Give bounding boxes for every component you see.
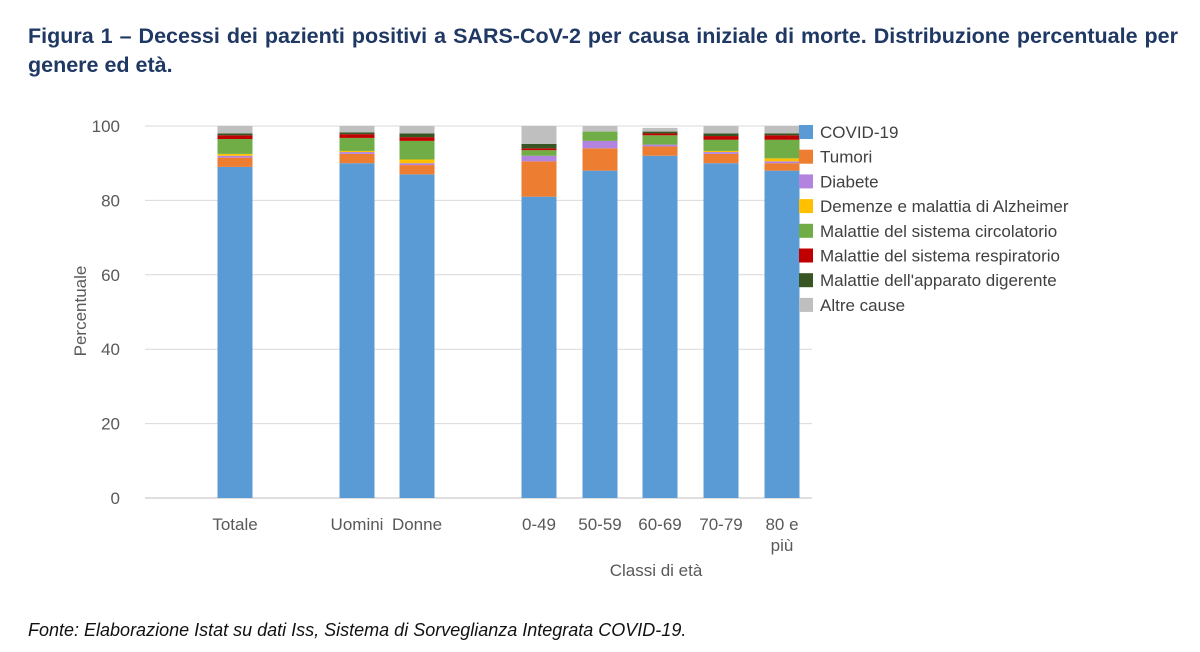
y-tick-label: 20 <box>101 415 120 434</box>
y-axis-label: Percentuale <box>71 266 90 357</box>
bar-segment <box>217 153 253 156</box>
legend-swatch <box>799 174 813 189</box>
legend-swatch <box>799 149 813 164</box>
legend-swatch <box>799 297 813 312</box>
bar-segment <box>339 132 375 135</box>
bar-segment <box>642 155 678 498</box>
bar-segment <box>703 150 739 153</box>
bar-segment <box>764 139 800 159</box>
legend-label: Altre cause <box>820 296 905 315</box>
bar-segment <box>339 152 375 154</box>
bar-segment <box>399 163 435 166</box>
legend-label: Malattie del sistema respiratorio <box>820 247 1060 266</box>
x-tick-label: Totale <box>212 515 257 534</box>
bar-segment <box>339 150 375 153</box>
bar-segment <box>399 140 435 160</box>
legend-swatch <box>799 273 813 288</box>
x-tick-label: 50-59 <box>578 515 621 534</box>
x-tick-label: 60-69 <box>638 515 681 534</box>
legend-swatch <box>799 199 813 214</box>
bar-segment <box>521 161 557 197</box>
y-tick-label: 80 <box>101 191 120 210</box>
bar-segment <box>582 170 618 498</box>
chart-title: Figura 1 – Decessi dei pazienti positivi… <box>28 24 1178 77</box>
legend: COVID-19 Tumori Diabete Demenze e malattia … <box>799 123 1069 315</box>
bar-segment <box>399 159 435 164</box>
bar-segment <box>217 139 253 154</box>
bar-segment <box>582 148 618 171</box>
legend-label: Diabete <box>820 172 879 191</box>
y-tick-label: 100 <box>92 117 120 136</box>
bars <box>217 126 800 499</box>
bar-segment <box>764 170 800 498</box>
bar-segment <box>521 155 557 162</box>
bar-segment <box>217 166 253 499</box>
bar-segment <box>582 140 618 149</box>
legend-swatch <box>799 125 813 139</box>
bar-segment <box>217 135 253 140</box>
bar-segment <box>339 134 375 138</box>
legend-label: Tumori <box>820 148 872 167</box>
bar-segment <box>764 133 800 136</box>
legend-label: COVID-19 <box>820 123 898 142</box>
bar-segment <box>582 131 618 141</box>
bar-segment <box>764 135 800 140</box>
bar-segment <box>703 133 739 137</box>
bar-segment <box>521 126 557 144</box>
bar-segment <box>217 133 253 136</box>
x-tick-label: 70-79 <box>699 515 742 534</box>
legend-label: Malattie del sistema circolatorio <box>820 222 1057 241</box>
bar-segment <box>217 126 253 134</box>
y-tick-label: 0 <box>111 489 120 508</box>
x-tick-label: Donne <box>392 515 442 534</box>
bar-segment <box>399 165 435 175</box>
legend-label: Malattie dell'apparato digerente <box>820 271 1057 290</box>
bar-segment <box>642 127 678 132</box>
bar-segment <box>703 126 739 134</box>
y-tick-label: 60 <box>101 266 120 285</box>
bar-segment <box>339 163 375 498</box>
y-tick-label: 40 <box>101 340 120 359</box>
bar-segment <box>399 174 435 499</box>
bar-segment <box>764 126 800 134</box>
bar-segment <box>764 161 800 164</box>
bar-segment <box>582 126 618 132</box>
bar-segment <box>642 135 678 145</box>
bar-segment <box>703 153 739 164</box>
bar-segment <box>521 148 557 151</box>
bar-segment <box>703 139 739 151</box>
x-tick-label: Uomini <box>331 515 384 534</box>
bar-segment <box>703 136 739 140</box>
bar-segment <box>399 126 435 134</box>
gridlines <box>145 125 812 499</box>
bar-segment <box>764 158 800 162</box>
bar-segment <box>642 133 678 136</box>
bar-segment <box>399 133 435 138</box>
bar-segment <box>339 153 375 164</box>
legend-swatch <box>799 248 813 263</box>
bar-segment <box>217 157 253 167</box>
bar-segment <box>642 144 678 147</box>
x-tick-label: 0-49 <box>522 515 556 534</box>
bar-segment <box>521 150 557 156</box>
bar-segment <box>521 196 557 498</box>
bar-segment <box>399 137 435 141</box>
bar-segment <box>339 137 375 151</box>
source-note: Fonte: Elaborazione Istat su dati Iss, S… <box>28 620 687 640</box>
x-axis-label: Classi di età <box>610 561 703 580</box>
bar-segment <box>339 126 375 133</box>
legend-swatch <box>799 223 813 238</box>
bar-segment <box>703 152 739 154</box>
bar-segment <box>703 163 739 498</box>
bar-segment <box>642 131 678 134</box>
bar-segment <box>764 163 800 171</box>
bar-segment <box>642 146 678 156</box>
legend-label: Demenze e malattia di Alzheimer <box>820 197 1069 216</box>
x-tick-label: 80 e più <box>765 515 798 555</box>
bar-segment <box>521 143 557 149</box>
axes: 0 20 40 60 80 100 Totale Uomini Donne 0-49 50-59 60… <box>92 117 799 555</box>
bar-segment <box>217 155 253 158</box>
